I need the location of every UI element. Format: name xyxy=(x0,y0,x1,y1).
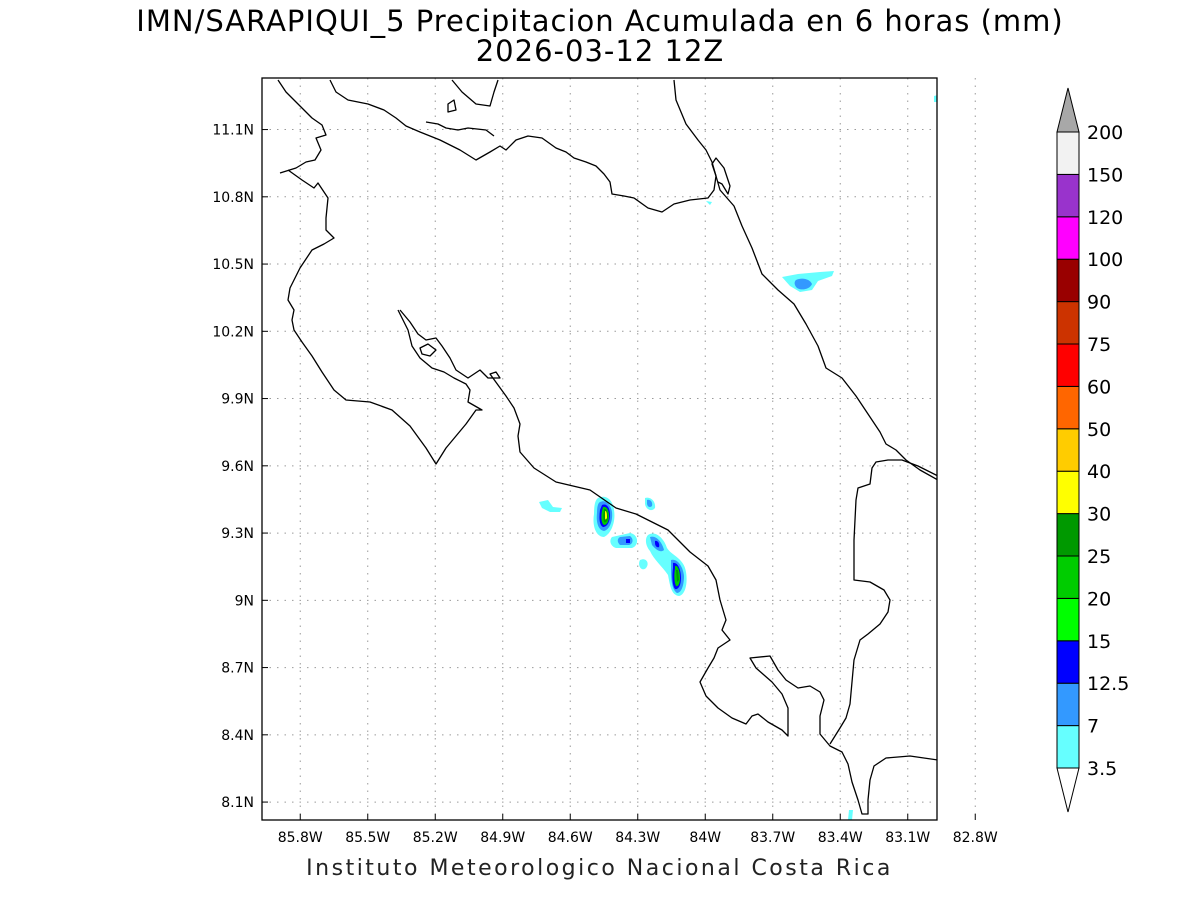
lat-tick-label: 10.8N xyxy=(212,190,254,206)
lat-tick-label: 9.6N xyxy=(221,459,254,475)
lon-tick-label: 85.5W xyxy=(345,830,390,846)
colorbar-level-label: 50 xyxy=(1087,419,1111,441)
colorbar-level-label: 100 xyxy=(1087,249,1123,271)
colorbar-under-arrow xyxy=(1056,767,1080,813)
colorbar-swatch xyxy=(1056,725,1080,769)
lat-tick-label: 11.1N xyxy=(212,123,254,139)
colorbar-level-label: 90 xyxy=(1087,292,1111,314)
colorbar-swatch xyxy=(1056,470,1080,515)
lat-tick-label: 10.2N xyxy=(212,324,254,340)
map-frame xyxy=(261,77,938,821)
map-title: IMN/SARAPIQUI_5 Precipitacion Acumulada … xyxy=(136,4,1064,38)
coastlines xyxy=(277,79,937,815)
lon-tick-label: 84W xyxy=(689,830,721,846)
lat-tick-label: 9N xyxy=(235,593,254,609)
precip-contour-30-40 xyxy=(605,511,607,520)
colorbar-level-label: 150 xyxy=(1087,164,1123,186)
colorbar-swatch xyxy=(1056,301,1080,345)
colorbar-swatch xyxy=(1056,682,1080,727)
colorbar-swatch xyxy=(1056,513,1080,557)
colorbar-swatch xyxy=(1056,385,1080,430)
colorbar-level-label: 200 xyxy=(1087,122,1123,144)
axis-labels: 85.8W 85.5W 85.2W 84.9W 84.6W 84.3W 84W 83.7W 83… xyxy=(212,123,998,846)
colorbar-level-label: 12.5 xyxy=(1087,673,1129,695)
colorbar-level-label: 25 xyxy=(1087,546,1111,568)
lat-tick-label: 9.9N xyxy=(221,392,254,408)
lon-tick-label: 83.7W xyxy=(750,830,795,846)
lon-tick-label: 83.4W xyxy=(818,830,863,846)
lon-tick-label: 83.1W xyxy=(885,830,930,846)
colorbar-over-arrow xyxy=(1056,87,1080,133)
colorbar-level-label: 20 xyxy=(1087,588,1111,610)
colorbar-legend: 3.5 7 12.5 15 20 25 30 40 50 60 75 90 100 120 150 200 xyxy=(1056,87,1129,813)
colorbar-swatch xyxy=(1056,428,1080,472)
colorbar-level-label: 120 xyxy=(1087,207,1123,229)
colorbar-swatch xyxy=(1056,343,1080,387)
lon-tick-label: 84.6W xyxy=(548,830,593,846)
colorbar-level-label: 60 xyxy=(1087,376,1111,398)
colorbar-level-label: 75 xyxy=(1087,334,1111,356)
colorbar-swatch xyxy=(1056,131,1080,175)
lat-tick-label: 10.5N xyxy=(212,257,254,273)
lon-tick-label: 82.8W xyxy=(953,830,998,846)
lat-tick-label: 9.3N xyxy=(221,526,254,542)
colorbar-swatch xyxy=(1056,597,1080,642)
map-subtitle-datetime: 2026-03-12 12Z xyxy=(475,34,725,68)
institution-footer: Instituto Meteorologico Nacional Costa R… xyxy=(306,856,893,881)
lon-tick-label: 85.2W xyxy=(413,830,458,846)
lat-tick-label: 8.1N xyxy=(221,795,254,811)
lat-lon-grid xyxy=(262,78,976,820)
lon-tick-label: 84.9W xyxy=(480,830,525,846)
colorbar-swatch xyxy=(1056,216,1080,260)
lat-tick-label: 8.4N xyxy=(221,728,254,744)
colorbar-swatch xyxy=(1056,173,1080,218)
colorbar-level-label: 40 xyxy=(1087,461,1111,483)
colorbar-level-label: 3.5 xyxy=(1087,758,1117,780)
lat-tick-label: 8.7N xyxy=(221,661,254,677)
lon-tick-label: 85.8W xyxy=(278,830,323,846)
colorbar-level-label: 15 xyxy=(1087,631,1111,653)
colorbar-swatch xyxy=(1056,258,1080,303)
lon-tick-label: 84.3W xyxy=(615,830,660,846)
colorbar-level-label: 30 xyxy=(1087,504,1111,526)
colorbar-level-label: 7 xyxy=(1087,716,1099,738)
precipitation-field xyxy=(277,79,937,820)
colorbar-swatch xyxy=(1056,555,1080,599)
colorbar-swatch xyxy=(1056,640,1080,684)
precip-contour-3.5-7 xyxy=(539,95,937,820)
